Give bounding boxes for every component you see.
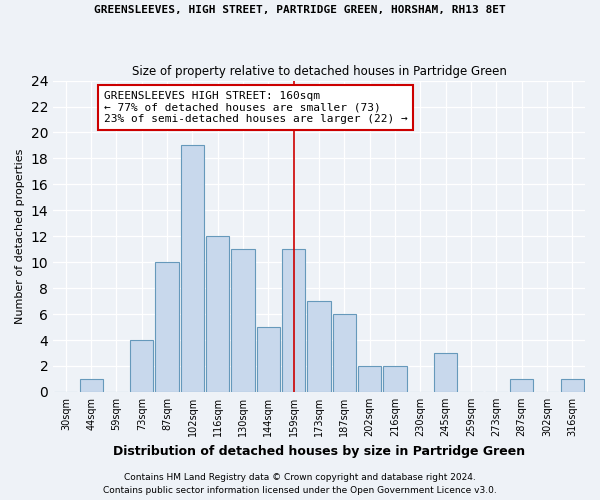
Bar [257, 327, 280, 392]
Bar [358, 366, 382, 392]
Bar [130, 340, 154, 392]
Bar [282, 249, 305, 392]
Bar [307, 301, 331, 392]
Bar [510, 379, 533, 392]
Y-axis label: Number of detached properties: Number of detached properties [15, 148, 25, 324]
Bar [232, 249, 255, 392]
Text: GREENSLEEVES, HIGH STREET, PARTRIDGE GREEN, HORSHAM, RH13 8ET: GREENSLEEVES, HIGH STREET, PARTRIDGE GRE… [94, 5, 506, 15]
Title: Size of property relative to detached houses in Partridge Green: Size of property relative to detached ho… [131, 65, 506, 78]
Bar [383, 366, 407, 392]
X-axis label: Distribution of detached houses by size in Partridge Green: Distribution of detached houses by size … [113, 444, 525, 458]
Bar [80, 379, 103, 392]
Bar [434, 353, 457, 392]
Text: GREENSLEEVES HIGH STREET: 160sqm
← 77% of detached houses are smaller (73)
23% o: GREENSLEEVES HIGH STREET: 160sqm ← 77% o… [104, 91, 407, 124]
Text: Contains HM Land Registry data © Crown copyright and database right 2024.
Contai: Contains HM Land Registry data © Crown c… [103, 474, 497, 495]
Bar [181, 146, 204, 392]
Bar [560, 379, 584, 392]
Bar [333, 314, 356, 392]
Bar [155, 262, 179, 392]
Bar [206, 236, 229, 392]
